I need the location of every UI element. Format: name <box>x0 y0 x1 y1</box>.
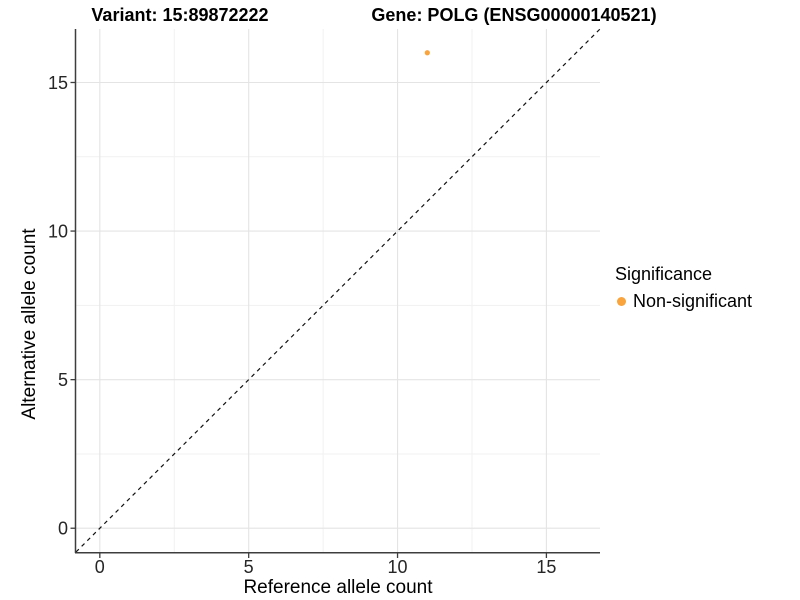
y-tick-label: 0 <box>58 519 68 539</box>
y-tick-label: 15 <box>48 73 68 93</box>
y-tick-label: 5 <box>58 370 68 390</box>
y-tick-label: 10 <box>48 222 68 242</box>
legend: Significance Non-significant <box>614 264 794 312</box>
data-point <box>424 50 430 56</box>
x-tick-label: 10 <box>388 557 408 577</box>
identity-line <box>75 28 601 553</box>
legend-point-icon <box>617 297 626 306</box>
variant-title: Variant: 15:89872222 <box>91 5 269 25</box>
gene-title: Gene: POLG (ENSG00000140521) <box>371 5 657 25</box>
x-axis-title: Reference allele count <box>243 577 433 598</box>
x-tick-label: 15 <box>536 557 556 577</box>
x-tick-label: 5 <box>244 557 254 577</box>
x-tick-label: 0 <box>95 557 105 577</box>
y-axis-title: Alternative allele count <box>19 228 40 420</box>
legend-item-non-significant: Non-significant <box>614 291 794 312</box>
legend-title: Significance <box>615 264 713 284</box>
legend-item-label: Non-significant <box>633 291 753 311</box>
